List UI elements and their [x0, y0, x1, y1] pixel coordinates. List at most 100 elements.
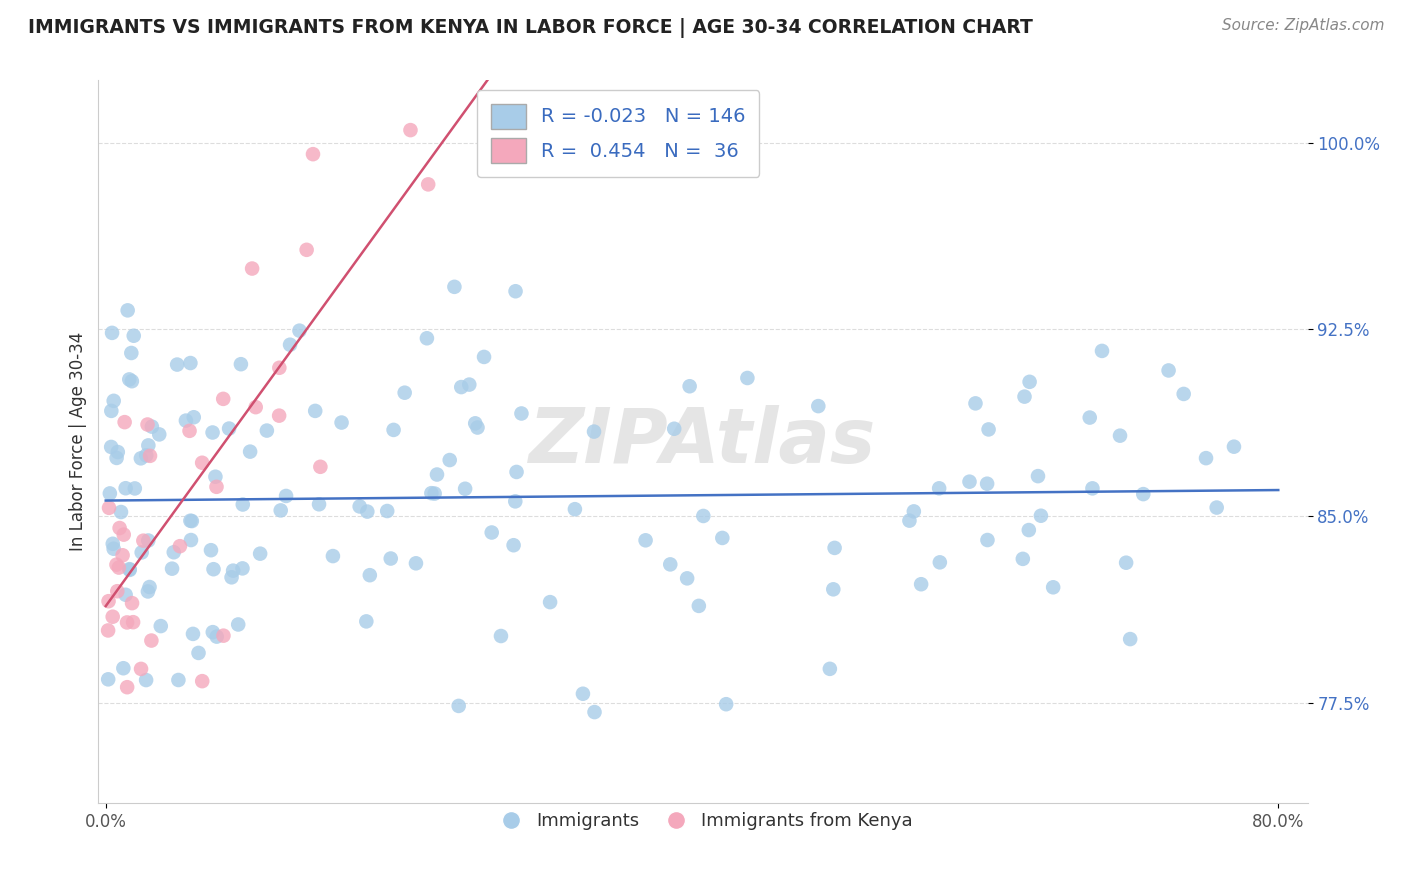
Point — [505, 465, 527, 479]
Point — [1078, 410, 1101, 425]
Point — [965, 396, 987, 410]
Point — [105, 558, 128, 572]
Point — [202, 562, 225, 576]
Point — [1026, 469, 1049, 483]
Point — [129, 451, 152, 466]
Point — [205, 480, 228, 494]
Point — [101, 326, 124, 340]
Point — [308, 497, 330, 511]
Point — [1157, 363, 1180, 377]
Point — [1223, 440, 1246, 454]
Point — [122, 615, 145, 630]
Point — [212, 629, 235, 643]
Point — [1081, 481, 1104, 495]
Point — [418, 178, 440, 192]
Point — [582, 425, 605, 439]
Point — [191, 674, 214, 689]
Point — [110, 505, 132, 519]
Point — [1205, 500, 1227, 515]
Point — [221, 570, 243, 584]
Point — [302, 147, 325, 161]
Point — [274, 489, 297, 503]
Point — [256, 424, 278, 438]
Point — [538, 595, 561, 609]
Point — [240, 261, 263, 276]
Point — [356, 505, 378, 519]
Point — [141, 419, 163, 434]
Point — [231, 561, 253, 575]
Point — [218, 421, 240, 435]
Text: IMMIGRANTS VS IMMIGRANTS FROM KENYA IN LABOR FORCE | AGE 30-34 CORRELATION CHART: IMMIGRANTS VS IMMIGRANTS FROM KENYA IN L… — [28, 18, 1033, 37]
Point — [394, 385, 416, 400]
Point — [180, 533, 202, 547]
Point — [977, 422, 1000, 436]
Point — [97, 594, 120, 608]
Point — [131, 545, 153, 559]
Point — [101, 609, 124, 624]
Point — [1018, 375, 1040, 389]
Point — [823, 582, 845, 597]
Point — [824, 541, 846, 555]
Point — [136, 417, 159, 432]
Point — [405, 557, 427, 571]
Point — [503, 494, 526, 508]
Point — [458, 377, 481, 392]
Point — [454, 482, 477, 496]
Point — [118, 372, 141, 386]
Point — [139, 449, 162, 463]
Point — [205, 630, 228, 644]
Point — [572, 687, 595, 701]
Point — [420, 486, 443, 500]
Point — [288, 324, 311, 338]
Point — [115, 615, 138, 630]
Point — [105, 584, 128, 599]
Point — [426, 467, 449, 482]
Point — [180, 514, 202, 528]
Point — [120, 346, 142, 360]
Point — [245, 400, 267, 414]
Point — [416, 331, 439, 345]
Point — [239, 444, 262, 458]
Point — [330, 416, 353, 430]
Text: ZIPAtlas: ZIPAtlas — [529, 405, 877, 478]
Point — [135, 673, 157, 687]
Point — [111, 549, 134, 563]
Point — [295, 243, 318, 257]
Point — [349, 500, 371, 514]
Point — [450, 380, 472, 394]
Point — [98, 486, 121, 500]
Point — [375, 504, 398, 518]
Point — [105, 450, 128, 465]
Point — [1042, 580, 1064, 594]
Point — [98, 500, 121, 515]
Point — [249, 547, 271, 561]
Point — [1173, 387, 1195, 401]
Point — [114, 481, 136, 495]
Point — [807, 399, 830, 413]
Point — [229, 357, 252, 371]
Point — [711, 531, 734, 545]
Point — [149, 619, 172, 633]
Point — [187, 646, 209, 660]
Point — [270, 503, 292, 517]
Point — [141, 633, 163, 648]
Legend: Immigrants, Immigrants from Kenya: Immigrants, Immigrants from Kenya — [486, 805, 920, 837]
Point — [121, 596, 143, 610]
Point — [124, 482, 146, 496]
Point — [160, 562, 183, 576]
Point — [380, 551, 402, 566]
Point — [439, 453, 461, 467]
Point — [148, 427, 170, 442]
Point — [226, 617, 249, 632]
Y-axis label: In Labor Force | Age 30-34: In Labor Force | Age 30-34 — [69, 332, 87, 551]
Point — [714, 697, 737, 711]
Point — [898, 514, 921, 528]
Point — [356, 615, 378, 629]
Point — [903, 504, 925, 518]
Point — [179, 356, 201, 370]
Point — [136, 533, 159, 548]
Point — [112, 527, 135, 541]
Point — [114, 588, 136, 602]
Point — [928, 481, 950, 495]
Point — [1029, 508, 1052, 523]
